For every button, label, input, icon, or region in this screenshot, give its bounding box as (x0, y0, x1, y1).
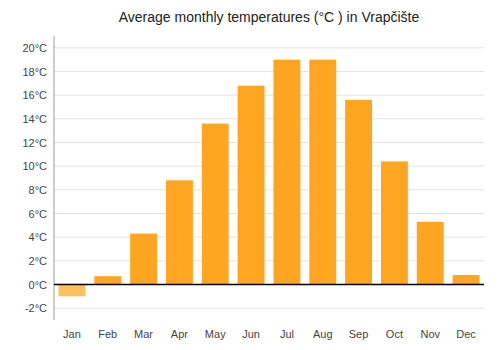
bar (94, 276, 121, 284)
grid-line (54, 142, 484, 143)
bar (238, 86, 265, 285)
y-tick-label: 0°C (29, 279, 48, 291)
x-tick-label: Jun (242, 328, 260, 340)
bar (202, 124, 229, 285)
bar (417, 222, 444, 285)
chart-container: Average monthly temperatures (°C ) in Vr… (0, 0, 500, 350)
bar (309, 60, 336, 285)
y-tick-label: 14°C (22, 113, 47, 125)
bar (58, 285, 85, 297)
x-tick-label: Jul (280, 328, 294, 340)
x-tick-label: Sep (349, 328, 369, 340)
x-tick-label: Feb (98, 328, 117, 340)
x-tick-label: Oct (386, 328, 403, 340)
grid-line (54, 284, 484, 285)
bar (345, 100, 372, 285)
x-tick-label: Jan (63, 328, 81, 340)
y-tick-label: 20°C (22, 42, 47, 54)
y-tick-label: 8°C (29, 184, 48, 196)
chart-title: Average monthly temperatures (°C ) in Vr… (119, 9, 420, 25)
grid-line (54, 47, 484, 48)
y-tick-label: 6°C (29, 208, 48, 220)
x-tick-label: Nov (420, 328, 440, 340)
y-axis-line (54, 36, 55, 320)
bar (453, 275, 480, 284)
y-tick-label: 16°C (22, 89, 47, 101)
x-axis: Jan Feb Mar Apr May Jun Jul Aug Sep Oct Nov Dec (63, 328, 476, 340)
grid-line (54, 166, 484, 167)
x-tick-label: Mar (134, 328, 153, 340)
x-tick-label: May (205, 328, 226, 340)
y-tick-label: 4°C (29, 231, 48, 243)
y-tick-label: 10°C (22, 160, 47, 172)
grid (54, 48, 484, 308)
chart-svg: Average monthly temperatures (°C ) in Vr… (0, 0, 500, 350)
grid-line (54, 189, 484, 190)
y-tick-label: 12°C (22, 137, 47, 149)
x-tick-label: Dec (456, 328, 476, 340)
grid-line (54, 118, 484, 119)
y-tick-label: 2°C (29, 255, 48, 267)
grid-line (54, 308, 484, 309)
y-tick-label: -2°C (25, 302, 47, 314)
grid-line (54, 71, 484, 72)
bars (58, 60, 479, 297)
grid-line (54, 213, 484, 214)
y-axis: -2°C 0°C 2°C 4°C 6°C 8°C 10°C 12°C 14°C 16°C 18°C 2… (22, 36, 54, 320)
bar (273, 60, 300, 285)
y-tick-label: 18°C (22, 66, 47, 78)
bar (381, 161, 408, 284)
grid-line (54, 95, 484, 96)
x-tick-label: Apr (171, 328, 188, 340)
bar (166, 180, 193, 284)
x-tick-label: Aug (313, 328, 333, 340)
bar (130, 234, 157, 285)
zero-line (54, 284, 484, 286)
